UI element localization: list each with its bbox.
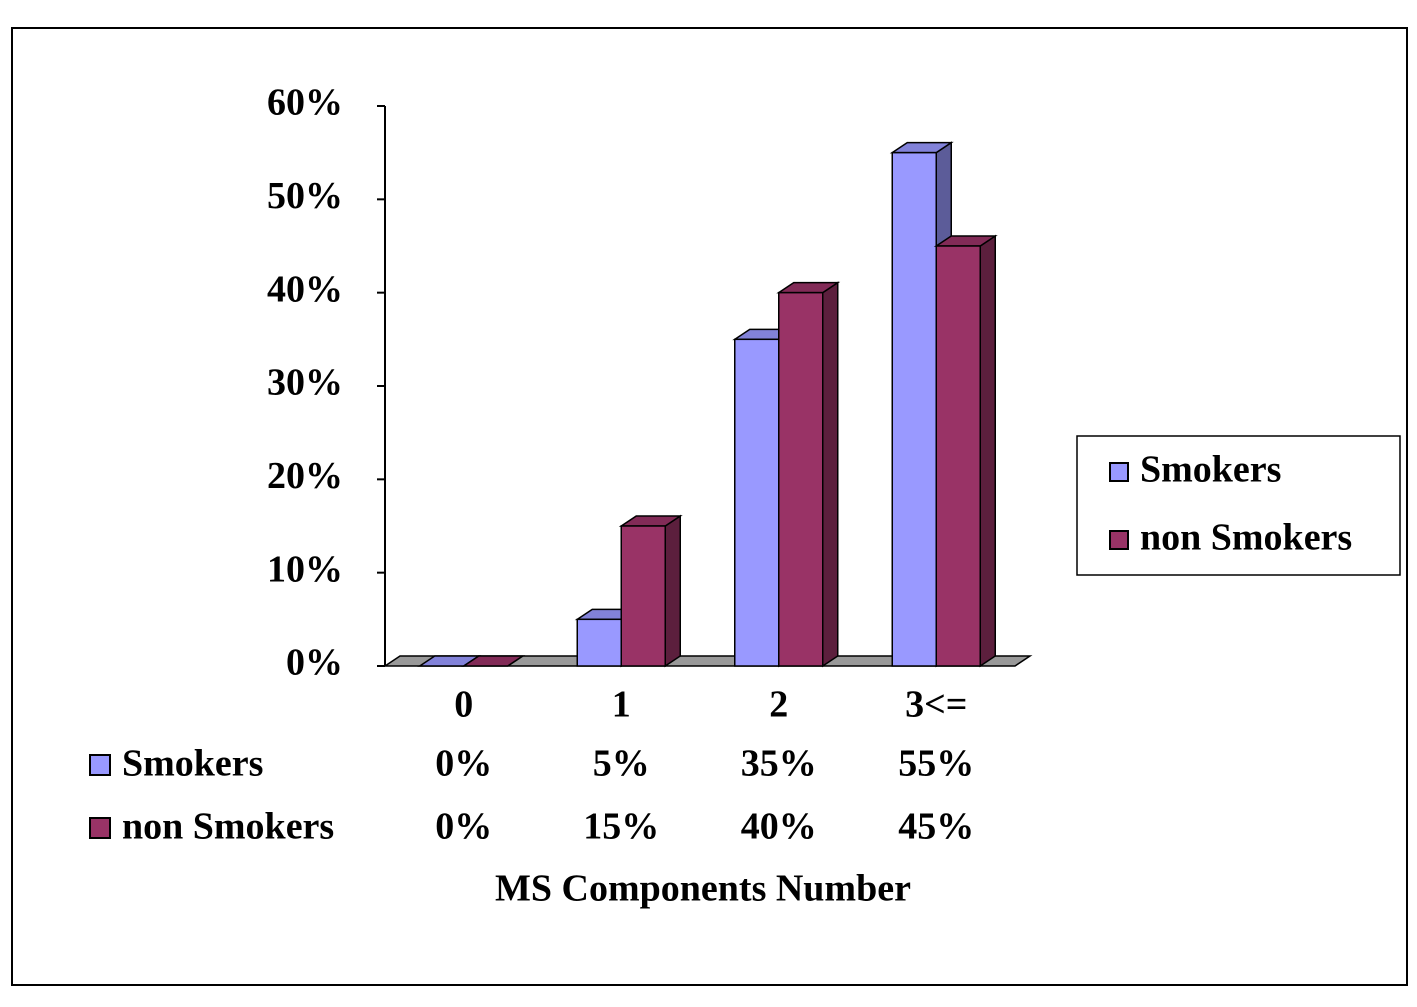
- table-swatch: [89, 754, 111, 776]
- legend-swatch: [1109, 530, 1129, 550]
- x-tick-label: 3<=: [905, 684, 967, 726]
- bar-front: [576, 618, 622, 667]
- table-swatch: [89, 817, 111, 839]
- y-tick-label: 30%: [267, 362, 343, 404]
- bar-top: [461, 655, 526, 667]
- bar-front: [620, 525, 666, 667]
- x-axis-title: MS Components Number: [495, 868, 911, 910]
- bar-front: [935, 245, 981, 667]
- bar-side: [979, 234, 996, 668]
- table-value: 55%: [898, 743, 974, 785]
- legend-box: [1076, 435, 1401, 576]
- table-row-label: non Smokers: [122, 806, 334, 848]
- bar-front: [734, 338, 780, 667]
- y-tick-label: 20%: [267, 455, 343, 497]
- x-tick-label: 0: [454, 684, 473, 726]
- bar: [933, 234, 998, 668]
- bar-front: [778, 291, 824, 667]
- y-tick-label: 40%: [267, 268, 343, 310]
- legend-label: non Smokers: [1140, 517, 1352, 559]
- table-value: 0%: [435, 806, 492, 848]
- bar-side: [822, 281, 839, 668]
- bar: [618, 514, 683, 668]
- y-tick-label: 10%: [267, 548, 343, 590]
- bar: [461, 655, 526, 667]
- legend-label: Smokers: [1140, 449, 1281, 491]
- x-tick-label: 1: [612, 684, 631, 726]
- table-value: 40%: [741, 806, 817, 848]
- table-row-label: Smokers: [122, 743, 263, 785]
- x-tick-label: 2: [769, 684, 788, 726]
- table-value: 0%: [435, 743, 492, 785]
- y-tick-label: 50%: [267, 175, 343, 217]
- bar-side: [664, 514, 681, 668]
- table-value: 35%: [741, 743, 817, 785]
- table-value: 5%: [593, 743, 650, 785]
- bar: [776, 281, 841, 668]
- y-tick-label: 0%: [286, 642, 343, 684]
- legend-swatch: [1109, 462, 1129, 482]
- y-tick-label: 60%: [267, 82, 343, 124]
- table-value: 15%: [583, 806, 659, 848]
- bar-front: [891, 151, 937, 667]
- table-value: 45%: [898, 806, 974, 848]
